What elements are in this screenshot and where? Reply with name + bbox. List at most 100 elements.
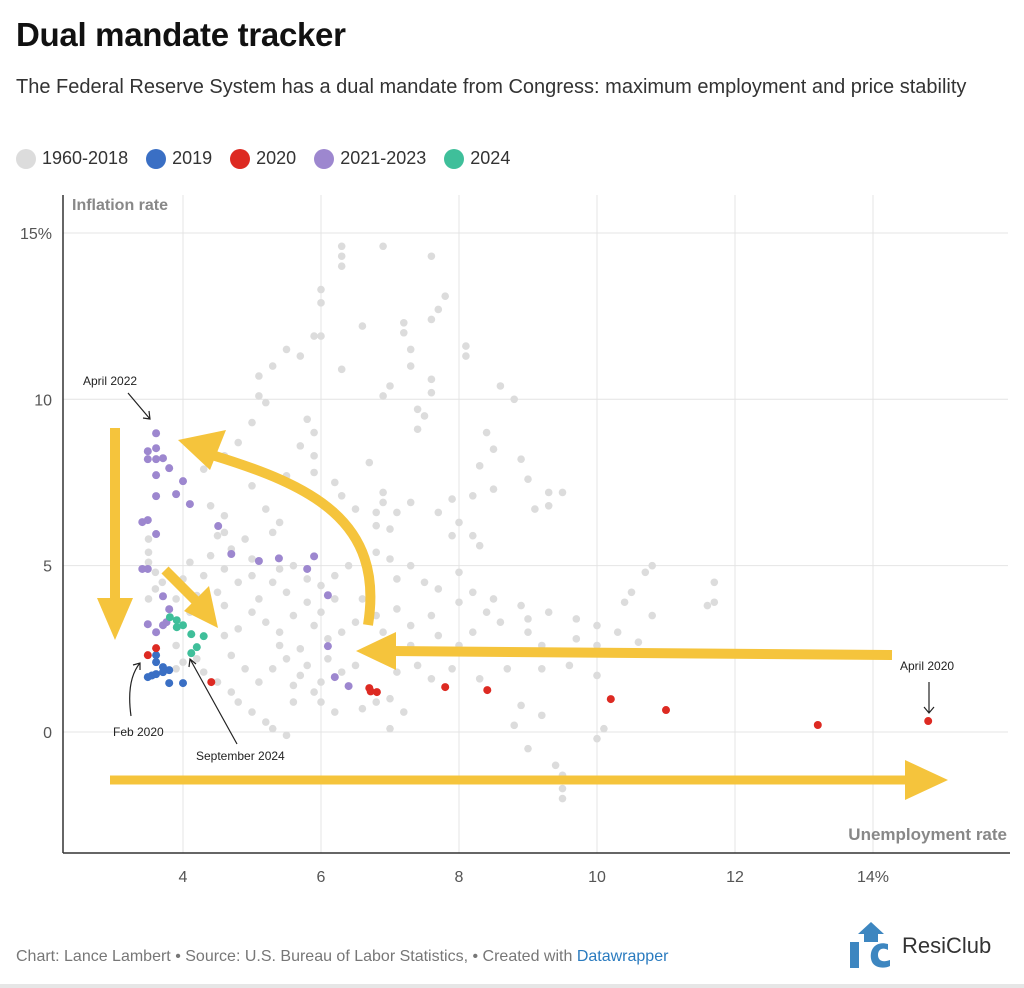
point-1960-2018 <box>496 618 505 627</box>
point-1960-2018 <box>227 688 236 696</box>
point-1960-2018 <box>358 322 367 330</box>
point-1960-2018 <box>337 628 346 636</box>
point-1960-2018 <box>351 505 360 513</box>
point-1960-2018 <box>179 658 187 666</box>
point-1960-2018 <box>303 575 312 583</box>
point-1960-2018 <box>551 761 560 770</box>
point-1960-2018 <box>310 688 318 696</box>
point-1960-2018 <box>324 655 332 663</box>
legend-label: 1960-2018 <box>42 148 129 168</box>
point-1960-2018 <box>455 518 463 527</box>
point-1960-2018 <box>613 628 622 636</box>
point-2021-2023 <box>152 471 161 480</box>
point-2020 <box>143 651 152 660</box>
point-2021-2023 <box>172 490 181 499</box>
legend-swatch <box>444 148 465 169</box>
point-1960-2018 <box>296 442 305 450</box>
x-tick-label: 4 <box>179 869 188 886</box>
point-1960-2018 <box>372 521 381 530</box>
point-1960-2018 <box>289 698 298 706</box>
point-1960-2018 <box>262 398 270 407</box>
point-1960-2018 <box>186 558 194 567</box>
point-2021-2023 <box>138 564 147 573</box>
point-1960-2018 <box>151 568 160 577</box>
point-1960-2018 <box>441 292 450 300</box>
point-1960-2018 <box>310 621 318 630</box>
trend-arrows <box>97 428 948 800</box>
point-1960-2018 <box>234 698 242 706</box>
point-1960-2018 <box>289 611 298 620</box>
point-1960-2018 <box>337 668 346 676</box>
point-1960-2018 <box>199 465 208 473</box>
point-1960-2018 <box>206 501 215 510</box>
point-1960-2018 <box>448 531 456 540</box>
arrow-left-head <box>356 632 396 670</box>
point-1960-2018 <box>475 674 484 683</box>
point-1960-2018 <box>489 485 498 493</box>
point-1960-2018 <box>517 701 525 710</box>
point-2021-2023 <box>152 492 161 501</box>
point-1960-2018 <box>558 784 567 793</box>
annotation-april-2022: April 2022 <box>83 374 137 388</box>
point-1960-2018 <box>220 601 229 610</box>
legend-label: 2020 <box>256 148 297 168</box>
point-1960-2018 <box>496 382 505 390</box>
point-1960-2018 <box>524 628 532 636</box>
point-2021-2023 <box>152 455 161 464</box>
point-1960-2018 <box>144 558 153 567</box>
point-1960-2018 <box>151 585 160 593</box>
point-1960-2018 <box>544 501 553 510</box>
point-1960-2018 <box>172 641 180 650</box>
point-1960-2018 <box>393 605 401 613</box>
point-1960-2018 <box>337 262 346 271</box>
point-1960-2018 <box>351 661 360 670</box>
datawrapper-link[interactable]: Datawrapper <box>576 948 669 965</box>
point-1960-2018 <box>524 744 532 753</box>
y-tick-label: 0 <box>43 725 52 742</box>
point-1960-2018 <box>296 645 305 653</box>
point-1960-2018 <box>400 708 408 716</box>
point-2021-2023 <box>143 516 152 525</box>
point-2021-2023 <box>158 454 167 463</box>
point-1960-2018 <box>248 555 256 563</box>
point-1960-2018 <box>337 252 346 261</box>
point-1960-2018 <box>572 635 581 643</box>
point-1960-2018 <box>427 388 436 397</box>
point-1960-2018 <box>406 345 415 354</box>
point-1960-2018 <box>268 724 277 733</box>
point-1960-2018 <box>434 508 443 517</box>
resiclub-logo-text: ResiClub <box>902 933 992 958</box>
point-1960-2018 <box>427 375 436 384</box>
point-1960-2018 <box>379 498 387 507</box>
point-1960-2018 <box>234 625 242 633</box>
legend-swatch <box>16 148 36 169</box>
point-1960-2018 <box>344 561 353 570</box>
point-2021-2023 <box>303 564 312 573</box>
point-2024 <box>172 623 181 632</box>
point-1960-2018 <box>282 345 291 354</box>
point-2021-2023 <box>227 550 236 559</box>
point-1960-2018 <box>455 598 463 607</box>
point-1960-2018 <box>648 611 656 620</box>
point-1960-2018 <box>248 418 256 427</box>
point-2019 <box>165 666 174 675</box>
point-1960-2018 <box>475 541 484 550</box>
point-1960-2018 <box>275 628 284 636</box>
point-2020 <box>924 717 933 726</box>
point-1960-2018 <box>172 664 180 673</box>
point-2021-2023 <box>185 500 194 509</box>
point-2020 <box>483 686 492 695</box>
point-1960-2018 <box>241 664 249 673</box>
data-points <box>138 242 933 803</box>
point-2019 <box>179 679 187 688</box>
footer-credit: Chart: Lance Lambert • Source: U.S. Bure… <box>16 948 577 965</box>
point-1960-2018 <box>379 628 387 636</box>
point-2021-2023 <box>143 620 152 629</box>
arrow-right-head <box>905 760 948 800</box>
point-1960-2018 <box>538 664 546 673</box>
point-1960-2018 <box>462 342 470 350</box>
point-1960-2018 <box>489 445 498 454</box>
arrow-left <box>389 646 893 660</box>
point-2024 <box>199 632 208 641</box>
